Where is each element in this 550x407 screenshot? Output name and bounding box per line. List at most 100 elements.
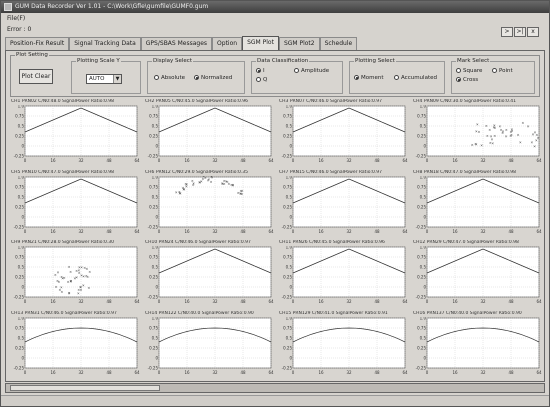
app-icon [4,3,12,11]
radio-absolute[interactable]: Absolute [154,75,185,82]
y-tick-label: 0.25 [149,134,158,139]
plot-chart: 1.00.750.50.250-0.250 16 32 48 64 [282,317,408,375]
radio-cross[interactable]: Cross [456,77,478,84]
scatter-mark: × [183,187,186,191]
plot-title: CH13 PRN31 C/N0:46.0 SignalPower Ratio:0… [11,310,117,316]
x-tick-label: 0 [426,370,429,375]
y-tick-label: 0.5 [286,335,293,340]
plot-chart: 1.00.750.50.250-0.250 16 32 48 64 [416,246,542,304]
tab-schedule[interactable]: Schedule [319,37,358,50]
tab-sgm-plot2[interactable]: SGM Plot2 [278,37,320,50]
status-bar [1,395,549,406]
radio-i[interactable]: I [256,68,265,75]
x-tick-label: 64 [536,229,542,234]
scatter-mark: × [78,271,81,275]
plot-cell: CH14 PRN122 C/N0:40.0 SignalPower Ratio:… [143,311,275,380]
radio-amplitude[interactable]: Amplitude [294,68,329,75]
radio-dot [194,75,199,80]
x-tick-label: 32 [78,229,84,234]
next-button[interactable]: > [501,27,513,37]
plot-clear-button[interactable]: Plot Clear [19,69,53,84]
plot-cell: CH13 PRN31 C/N0:46.0 SignalPower Ratio:0… [9,311,141,380]
nav-buttons: > >| x [500,27,539,37]
x-tick-label: 0 [24,229,27,234]
close-button[interactable]: x [527,27,539,37]
x-tick-label: 64 [134,299,140,304]
tab-gps-sbas[interactable]: GPS/SBAS Messages [140,37,213,50]
y-tick-label: 0.5 [18,124,25,129]
y-tick-label: 0.25 [417,134,426,139]
last-button[interactable]: >| [514,27,526,37]
radio-dot [354,75,359,80]
series-line [292,178,406,203]
y-tick-label: 1.0 [286,317,293,321]
tab-option[interactable]: Option [212,37,243,50]
horizontal-scrollbar[interactable] [5,383,545,393]
scatter-mark: × [232,182,235,186]
x-tick-label: 32 [480,299,486,304]
y-tick-label: 0.25 [283,204,292,209]
plotting-scale-select[interactable]: AUTO ▼ [86,74,122,84]
scatter-mark: × [476,123,479,127]
radio-label: Absolute [161,75,186,81]
plot-cell: CH15 PRN129 C/N0:41.0 SignalPower Ratio:… [277,311,409,380]
x-tick-label: 16 [50,229,56,234]
x-tick-label: 48 [508,229,514,234]
y-tick-label: 0 [423,355,426,360]
scatter-mark: × [60,286,63,290]
plot-grid: CH1 PRN02 C/N0:48.0 SignalPower Ratio:0.… [9,99,543,381]
radio-moment[interactable]: Moment [354,75,384,82]
menu-bar: File(F) [1,13,549,24]
y-tick-label: -0.25 [148,154,159,159]
x-tick-label: 64 [268,158,274,163]
plotting-select-label: Plotting Select [354,58,396,65]
mark-select-group: Mark Select Square Point Cross [451,58,535,94]
y-tick-label: -0.25 [282,154,293,159]
scatter-mark: × [80,265,83,269]
tab-signal-tracking[interactable]: Signal Tracking Data [69,37,141,50]
tab-sgm-plot[interactable]: SGM Plot [242,36,279,50]
radio-normalized[interactable]: Normalized [194,75,232,82]
y-tick-label: 1.0 [18,176,25,180]
radio-q[interactable]: Q [256,77,267,84]
scrollbar-thumb[interactable] [10,385,160,391]
x-tick-label: 16 [452,299,458,304]
plot-chart: 1.00.750.50.250-0.250 16 32 48 64 [416,176,542,234]
plot-cell: CH8 PRN18 C/N0:47.0 SignalPower Ratio:0.… [411,170,543,239]
scatter-mark: × [486,134,489,138]
y-tick-label: 0.25 [15,345,24,350]
x-tick-label: 64 [402,158,408,163]
x-tick-label: 64 [134,229,140,234]
scatter-mark: × [485,124,488,128]
y-tick-label: 0.5 [420,124,427,129]
x-tick-label: 64 [536,299,542,304]
scatter-mark: × [80,288,83,292]
x-tick-label: 48 [106,370,112,375]
x-tick-label: 0 [292,158,295,163]
scatter-mark: × [54,273,57,277]
x-tick-label: 64 [268,229,274,234]
radio-dot [154,75,159,80]
x-tick-label: 32 [480,229,486,234]
scatter-mark: × [79,285,82,289]
plot-title: CH14 PRN122 C/N0:40.0 SignalPower Ratio:… [145,310,254,316]
scatter-mark: × [184,182,187,186]
scatter-mark: × [226,180,229,184]
menu-file[interactable]: File(F) [7,15,26,22]
radio-point[interactable]: Point [492,68,513,75]
scatter-mark: × [240,192,243,196]
scatter-mark: × [475,129,478,133]
radio-accumulated[interactable]: Accumulated [394,75,437,82]
plot-cell: CH10 PRN24 C/N0:46.0 SignalPower Ratio:0… [143,240,275,309]
tab-position-fix[interactable]: Position-Fix Result [5,37,70,50]
radio-square[interactable]: Square [456,68,482,75]
y-tick-label: 1.0 [152,176,159,180]
y-tick-label: 1.0 [18,105,25,109]
scatter-mark: × [530,140,533,144]
plot-title: CH2 PRN05 C/N0:45.0 SignalPower Ratio:0.… [145,99,248,104]
scatter-mark: × [505,135,508,139]
x-tick-label: 16 [452,229,458,234]
scatter-mark: × [67,280,70,284]
plot-cell: CH6 PRN12 C/N0:29.0 SignalPower Ratio:0.… [143,170,275,239]
